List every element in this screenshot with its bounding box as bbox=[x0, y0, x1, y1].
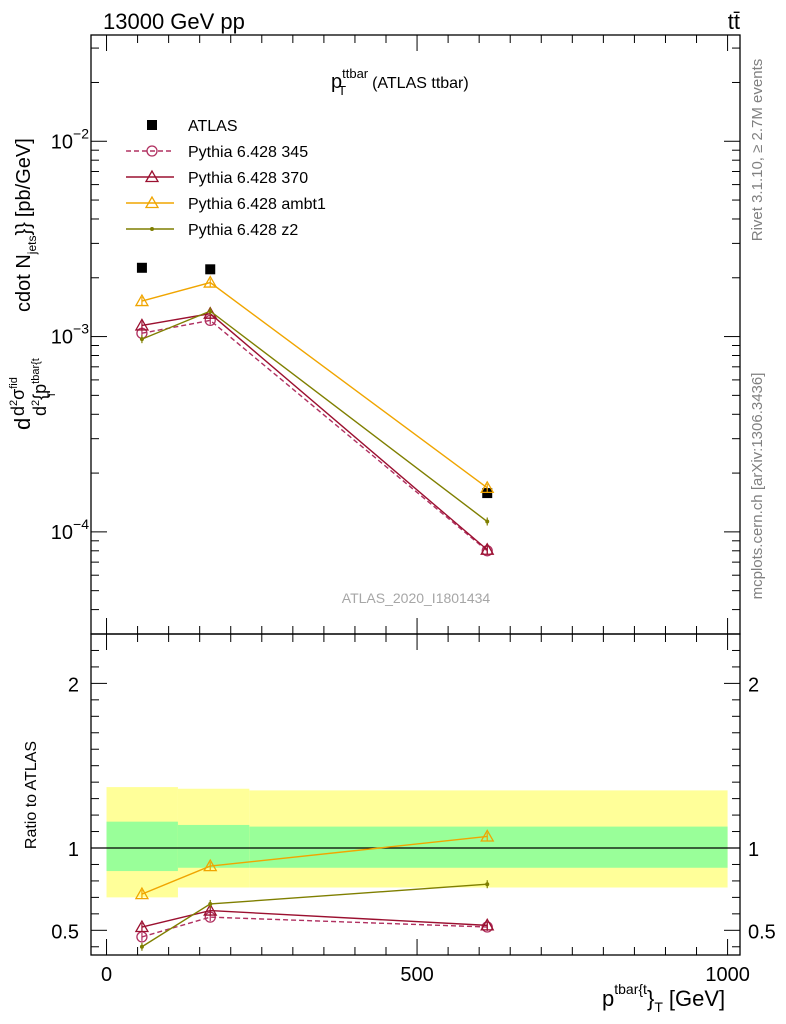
data-point bbox=[134, 318, 150, 331]
series-pythia-6-428-370 bbox=[134, 306, 495, 555]
legend-marker bbox=[144, 169, 160, 183]
uncertainty-band-green bbox=[106, 821, 178, 872]
energy-label: 13000 GeV pp bbox=[103, 9, 245, 34]
main-title: pttbar T (ATLAS ttbar) bbox=[331, 66, 469, 98]
data-point bbox=[139, 337, 144, 342]
legend-label: Pythia 6.428 345 bbox=[188, 144, 308, 161]
legend-label: Pythia 6.428 z2 bbox=[188, 222, 298, 239]
data-point bbox=[480, 542, 495, 555]
ratio-y-tick-label-right: 1 bbox=[748, 839, 759, 861]
data-point bbox=[480, 829, 495, 842]
data-point bbox=[208, 309, 213, 314]
data-point bbox=[203, 858, 218, 872]
series-line bbox=[141, 312, 488, 551]
legend-marker bbox=[144, 195, 160, 209]
legend: ATLAS Pythia 6.428 345 Pythia 6.428 370 Pyt… bbox=[126, 118, 326, 239]
ratio-axes: 0.5 0.5 1 1 2 2 0 500 1000 bbox=[51, 633, 776, 986]
data-point bbox=[134, 919, 150, 933]
data-point bbox=[134, 293, 150, 307]
rivet-label: Rivet 3.1.10, ≥ 2.7M events bbox=[749, 59, 766, 242]
main-series-layer bbox=[134, 262, 495, 557]
data-point bbox=[134, 886, 150, 900]
data-point bbox=[480, 918, 495, 931]
legend-item: Pythia 6.428 z2 bbox=[126, 222, 298, 239]
series-pythia-6-428-ambt1 bbox=[134, 275, 495, 494]
data-point bbox=[480, 480, 495, 494]
ratio-y-tick-label: 0.5 bbox=[51, 921, 79, 943]
uncertainty-band-green bbox=[177, 824, 250, 868]
legend-item: ATLAS bbox=[147, 118, 238, 135]
ratio-y-tick-label-right: 0.5 bbox=[748, 921, 776, 943]
series-line bbox=[141, 916, 488, 938]
svg-text:cdot Njets}}[pb/GeV]: cdot Njets}}[pb/GeV] bbox=[13, 138, 39, 312]
legend-marker bbox=[147, 120, 157, 130]
mcplots-label: mcplots.cern.ch [arXiv:1306.3436] bbox=[749, 373, 766, 600]
x-tick-label: 1000 bbox=[705, 964, 750, 986]
data-point bbox=[203, 903, 218, 916]
series-line bbox=[141, 310, 488, 523]
process-label: tt̄ bbox=[728, 9, 740, 34]
series-line bbox=[141, 281, 488, 489]
x-axis-label: ptbar{t}T [GeV] bbox=[602, 981, 725, 1015]
x-tick-label: 500 bbox=[400, 964, 433, 986]
legend-marker bbox=[146, 145, 158, 157]
series-atlas bbox=[136, 262, 493, 499]
series-line bbox=[141, 319, 488, 552]
svg-text:d2{ptbar{tT: d2{ptbar{tT bbox=[30, 358, 58, 416]
y-tick-label: 10−4 bbox=[51, 516, 89, 544]
x-tick-label: 0 bbox=[101, 964, 112, 986]
data-point bbox=[136, 262, 147, 273]
ratio-y-axis-label: Ratio to ATLAS bbox=[23, 741, 40, 849]
data-point bbox=[203, 275, 218, 288]
series-pythia-6-428-345 bbox=[136, 314, 493, 557]
ratio-y-tick-label-right: 2 bbox=[748, 674, 759, 696]
ratio-y-tick-label: 2 bbox=[68, 674, 79, 696]
data-point bbox=[485, 882, 490, 887]
data-point bbox=[139, 944, 144, 949]
analysis-watermark: ATLAS_2020_I1801434 bbox=[342, 590, 491, 606]
legend-item: Pythia 6.428 370 bbox=[126, 169, 308, 187]
legend-marker bbox=[150, 227, 154, 231]
data-point bbox=[208, 901, 213, 906]
data-point bbox=[485, 519, 490, 524]
main-y-axis-label: d d2σfid d2{ptbar{tT cdot Njets}}[pb/GeV… bbox=[8, 138, 58, 430]
series-pythia-6-428-ambt1 bbox=[134, 829, 495, 900]
series-pythia-6-428-z2 bbox=[139, 880, 490, 951]
data-point bbox=[482, 488, 493, 499]
legend-label: Pythia 6.428 370 bbox=[188, 170, 308, 187]
y-tick-label: 10−3 bbox=[51, 321, 89, 349]
series-pythia-6-428-370 bbox=[134, 903, 495, 933]
series-pythia-6-428-z2 bbox=[139, 307, 490, 526]
svg-text:d: d bbox=[10, 418, 35, 430]
svg-text:d2σfid: d2σfid bbox=[8, 377, 28, 416]
data-point bbox=[205, 264, 216, 275]
ratio-y-tick-label: 1 bbox=[68, 839, 79, 861]
ratio-frame bbox=[90, 633, 741, 956]
legend-label: ATLAS bbox=[188, 118, 238, 135]
legend-item: Pythia 6.428 345 bbox=[126, 144, 308, 161]
ratio-series-layer bbox=[134, 829, 495, 951]
legend-item: Pythia 6.428 ambt1 bbox=[126, 195, 326, 213]
ratio-bands bbox=[91, 787, 740, 898]
legend-label: Pythia 6.428 ambt1 bbox=[188, 196, 326, 213]
y-tick-label: 10−2 bbox=[51, 125, 89, 153]
